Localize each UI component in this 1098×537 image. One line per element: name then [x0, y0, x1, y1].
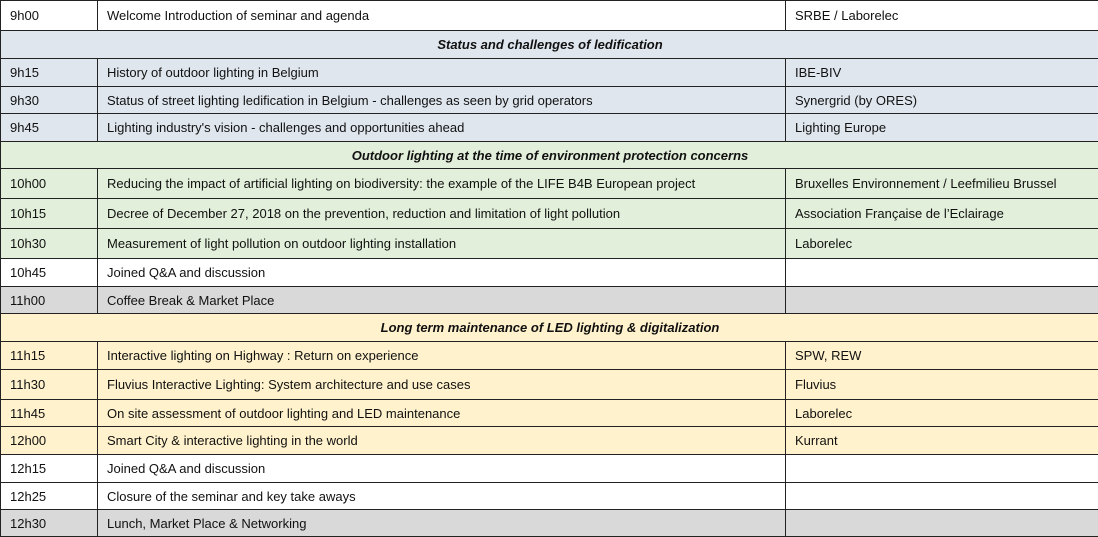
- time-cell: 12h30: [1, 510, 98, 537]
- session-title-cell: History of outdoor lighting in Belgium: [98, 59, 786, 87]
- speaker-cell: Kurrant: [786, 427, 1098, 455]
- session-title-cell: Status of street lighting ledification i…: [98, 87, 786, 114]
- time-cell: 10h30: [1, 229, 98, 259]
- speaker-cell: Laborelec: [786, 229, 1098, 259]
- section-header-row: Outdoor lighting at the time of environm…: [1, 142, 1098, 169]
- session-title-cell: Measurement of light pollution on outdoo…: [98, 229, 786, 259]
- speaker-cell: Laborelec: [786, 400, 1098, 427]
- session-title-cell: Decree of December 27, 2018 on the preve…: [98, 199, 786, 229]
- section-title: Status and challenges of ledification: [1, 31, 1098, 59]
- time-cell: 10h00: [1, 169, 98, 199]
- time-cell: 9h15: [1, 59, 98, 87]
- time-cell: 11h45: [1, 400, 98, 427]
- session-title-cell: Fluvius Interactive Lighting: System arc…: [98, 370, 786, 400]
- session-title-cell: Lunch, Market Place & Networking: [98, 510, 786, 537]
- speaker-cell: [786, 455, 1098, 483]
- session-title-cell: Joined Q&A and discussion: [98, 259, 786, 287]
- time-cell: 11h00: [1, 287, 98, 314]
- session-title-cell: Smart City & interactive lighting in the…: [98, 427, 786, 455]
- speaker-cell: [786, 483, 1098, 510]
- time-cell: 10h45: [1, 259, 98, 287]
- session-title-cell: Closure of the seminar and key take away…: [98, 483, 786, 510]
- speaker-cell: Synergrid (by ORES): [786, 87, 1098, 114]
- time-cell: 11h30: [1, 370, 98, 400]
- time-cell: 9h30: [1, 87, 98, 114]
- speaker-cell: SPW, REW: [786, 342, 1098, 370]
- speaker-cell: Lighting Europe: [786, 114, 1098, 142]
- speaker-cell: SRBE / Laborelec: [786, 1, 1098, 31]
- session-title-cell: Welcome Introduction of seminar and agen…: [98, 1, 786, 31]
- speaker-cell: IBE-BIV: [786, 59, 1098, 87]
- time-cell: 12h15: [1, 455, 98, 483]
- session-title-cell: Lighting industry's vision - challenges …: [98, 114, 786, 142]
- session-title-cell: Reducing the impact of artificial lighti…: [98, 169, 786, 199]
- speaker-cell: Association Française de l’Eclairage: [786, 199, 1098, 229]
- speaker-cell: [786, 287, 1098, 314]
- section-header-row: Status and challenges of ledification: [1, 31, 1098, 59]
- session-title-cell: Coffee Break & Market Place: [98, 287, 786, 314]
- time-cell: 12h25: [1, 483, 98, 510]
- time-cell: 12h00: [1, 427, 98, 455]
- section-title: Long term maintenance of LED lighting & …: [1, 314, 1098, 342]
- session-title-cell: Interactive lighting on Highway : Return…: [98, 342, 786, 370]
- time-cell: 11h15: [1, 342, 98, 370]
- session-title-cell: Joined Q&A and discussion: [98, 455, 786, 483]
- session-title-cell: On site assessment of outdoor lighting a…: [98, 400, 786, 427]
- speaker-cell: [786, 510, 1098, 537]
- time-cell: 10h15: [1, 199, 98, 229]
- section-title: Outdoor lighting at the time of environm…: [1, 142, 1098, 169]
- time-cell: 9h45: [1, 114, 98, 142]
- speaker-cell: Fluvius: [786, 370, 1098, 400]
- speaker-cell: Bruxelles Environnement / Leefmilieu Bru…: [786, 169, 1098, 199]
- section-header-row: Long term maintenance of LED lighting & …: [1, 314, 1098, 342]
- time-cell: 9h00: [1, 1, 98, 31]
- speaker-cell: [786, 259, 1098, 287]
